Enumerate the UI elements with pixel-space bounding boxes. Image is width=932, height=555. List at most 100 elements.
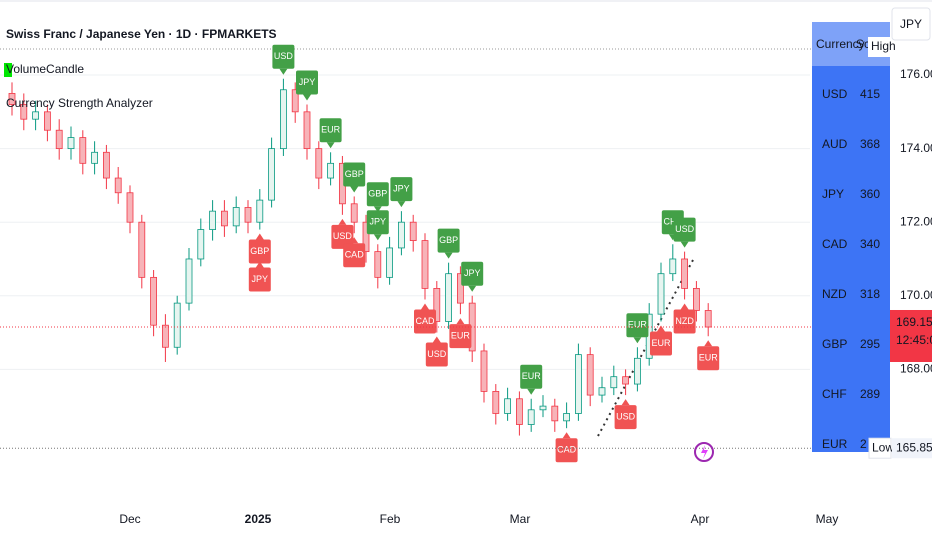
candle-body (232, 207, 240, 227)
candle-body (622, 376, 629, 385)
table-cell: USD (822, 87, 848, 101)
signal-box (414, 309, 436, 334)
high-tag-label: High (871, 39, 896, 53)
low-value-label: 165.856 (896, 440, 932, 454)
signal-pointer (680, 241, 689, 248)
candle-body (79, 137, 87, 164)
symbol-button-label: JPY (900, 17, 922, 31)
signal-label: USD (274, 51, 294, 61)
signal-label: USD (333, 231, 353, 241)
indicator-name: VolumeCandle (6, 62, 84, 76)
signal-label: JPY (299, 77, 316, 87)
signal-label: EUR (321, 125, 341, 135)
signal-pointer (657, 325, 665, 332)
signal-box (248, 267, 271, 292)
signal-label: USD (616, 411, 636, 421)
signal-pointer (397, 201, 406, 208)
last-price-label: 169.151 (896, 315, 932, 329)
signal-pointer (444, 252, 453, 259)
candle-body (268, 148, 276, 201)
low-value-box (892, 438, 932, 459)
candle-body (669, 258, 677, 275)
signal-label: GBP (439, 235, 458, 245)
signal-box (437, 228, 460, 253)
signal-box (331, 224, 354, 249)
signal-pointer (468, 285, 477, 292)
signal-pointer (326, 142, 335, 149)
candle-body (315, 148, 323, 179)
candle-body (386, 247, 394, 278)
candle-body (126, 192, 134, 223)
signal-box (520, 364, 543, 389)
chart-title: Swiss Franc / Japanese Yen · 1D · FPMARK… (6, 27, 277, 41)
candle-body (409, 221, 417, 241)
candle-body (445, 273, 453, 322)
signal-pointer (373, 234, 382, 241)
candle-body (44, 111, 51, 131)
candle-body (103, 151, 110, 179)
indicator-swatch (4, 63, 12, 77)
x-tick-label: Apr (691, 512, 710, 526)
alert-icon[interactable] (694, 442, 714, 462)
candle-body (539, 405, 547, 411)
candle-body (433, 288, 441, 322)
signal-box (614, 405, 637, 430)
table-cell: 295 (860, 337, 880, 351)
signal-box (555, 438, 578, 463)
candle-body (20, 104, 28, 120)
candle-body (291, 89, 299, 113)
candle-body (327, 162, 335, 179)
signal-label: EUR (651, 338, 671, 348)
candle-body (610, 376, 618, 389)
signal-box (366, 182, 389, 207)
signal-box (673, 217, 696, 242)
signal-label: USD (675, 224, 695, 234)
candle-body (114, 177, 122, 194)
candle-body (303, 111, 311, 150)
signal-box (272, 44, 295, 69)
candle-body (704, 310, 712, 328)
signal-pointer (621, 399, 630, 406)
signal-label: CAD (345, 250, 365, 260)
table-header-cell: Currency (816, 37, 865, 51)
candle-body (256, 199, 264, 223)
signal-pointer (456, 318, 465, 325)
candle-body (575, 354, 582, 414)
table-cell: 368 (860, 137, 880, 151)
signal-pointer (255, 261, 264, 268)
candle-body (516, 398, 523, 425)
candle-body (220, 210, 228, 227)
high-tag (868, 37, 890, 57)
signal-pointer (350, 237, 359, 244)
signal-label: USD (427, 349, 447, 359)
signal-label: CAD (415, 316, 435, 326)
signal-label: GBP (250, 246, 269, 256)
candle-body (91, 151, 98, 164)
candle-body (150, 276, 158, 326)
signal-box (697, 346, 720, 371)
candle-body (138, 221, 146, 278)
signal-pointer (338, 218, 347, 225)
candle-body (350, 203, 358, 223)
candle-body (161, 324, 169, 348)
signal-pointer (279, 68, 288, 75)
candle-body (527, 409, 535, 425)
last-price-box (890, 309, 932, 362)
table-cell: 340 (860, 237, 880, 251)
signal-box (650, 331, 672, 356)
candle-body (456, 273, 464, 304)
candle-body (197, 229, 205, 260)
table-cell: JPY (822, 187, 844, 201)
y-tick-label: 176.000 (900, 67, 932, 81)
x-tick-label: 2025 (245, 512, 272, 526)
signal-label: JPY (393, 184, 410, 194)
table-cell: 2 (860, 437, 867, 451)
x-tick-label: Mar (510, 512, 531, 526)
signal-pointer (633, 337, 642, 344)
signal-pointer (704, 340, 713, 347)
candle-body (551, 405, 559, 422)
table-cell: EUR (822, 437, 848, 451)
symbol-button[interactable] (891, 7, 931, 41)
signal-pointer (432, 336, 441, 343)
